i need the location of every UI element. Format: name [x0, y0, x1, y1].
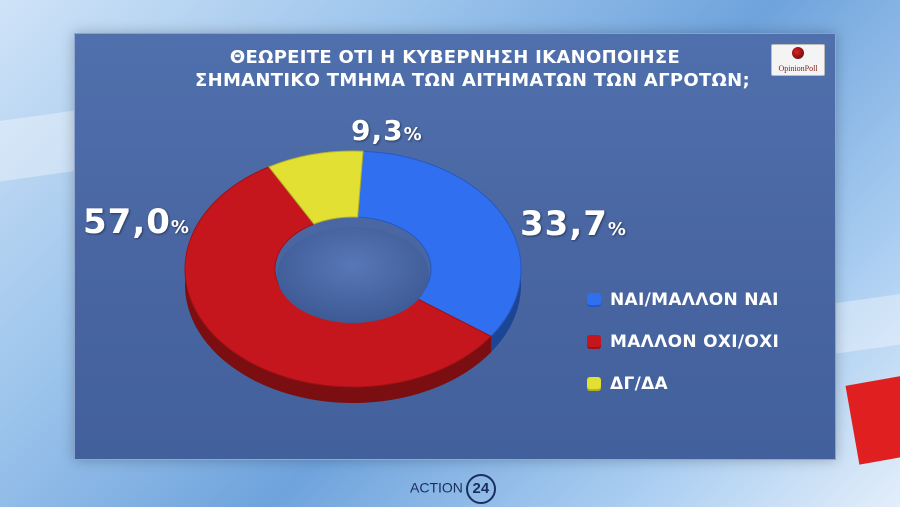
title-line-2: ΣΗΜΑΝΤΙΚΟ ΤΜΗΜΑ ΤΩΝ ΑΙΤΗΜΑΤΩΝ ΤΩΝ ΑΓΡΟΤΩ… — [195, 70, 751, 91]
legend-item: ΜΑΛΛΟΝ ΟΧΙ/ΟΧΙ — [587, 328, 779, 356]
percent-value: 33,7 — [520, 204, 608, 244]
background-red-shape — [845, 375, 900, 465]
brand-number: 24 — [465, 474, 496, 504]
percent-label-0: 33,7% — [520, 204, 626, 244]
legend-swatch — [587, 293, 601, 307]
legend: ΝΑΙ/ΜΑΛΛΟΝ ΝΑΙ ΜΑΛΛΟΝ ΟΧΙ/ΟΧΙ ΔΓ/ΔΑ — [587, 286, 779, 412]
legend-label-yes: ΝΑΙ/ΜΑΛΛΟΝ ΝΑΙ — [610, 290, 779, 310]
title-line-1: ΘΕΩΡΕΙΤΕ ΟΤΙ Η ΚΥΒΕΡΝΗΣΗ ΙΚΑΝΟΠΟΙΗΣΕ — [229, 47, 681, 68]
logo-text: OpinionPoll — [778, 64, 818, 73]
legend-label-dk: ΔΓ/ΔΑ — [610, 374, 669, 394]
action24-logo: ACTION 24 — [410, 474, 496, 504]
percent-value: 57,0 — [83, 202, 171, 242]
donut-chart — [184, 150, 522, 404]
legend-swatch — [587, 335, 601, 349]
legend-item: ΔΓ/ΔΑ — [587, 370, 779, 398]
donut-slice-0 — [357, 150, 522, 337]
percent-unit: % — [607, 219, 626, 240]
percent-unit: % — [170, 217, 189, 238]
legend-swatch — [587, 377, 601, 391]
donut-hole — [277, 227, 429, 323]
brand-text: ACTION — [410, 479, 463, 496]
percent-unit: % — [403, 124, 422, 145]
percent-value: 9,3 — [351, 114, 404, 147]
chart-panel: ΘΕΩΡΕΙΤΕ ΟΤΙ Η ΚΥΒΕΡΝΗΣΗ ΙΚΑΝΟΠΟΙΗΣΕ ΣΗΜ… — [74, 33, 836, 460]
legend-item: ΝΑΙ/ΜΑΛΛΟΝ ΝΑΙ — [587, 286, 779, 314]
logo-dot-icon — [792, 47, 804, 59]
percent-label-1: 57,0% — [83, 202, 189, 242]
chart-title: ΘΕΩΡΕΙΤΕ ΟΤΙ Η ΚΥΒΕΡΝΗΣΗ ΙΚΑΝΟΠΟΙΗΣΕ ΣΗΜ… — [195, 46, 751, 92]
percent-label-2: 9,3% — [351, 114, 422, 147]
legend-label-no: ΜΑΛΛΟΝ ΟΧΙ/ΟΧΙ — [610, 332, 780, 352]
donut-slice-2 — [268, 150, 364, 225]
opinionpoll-logo: OpinionPoll — [771, 44, 825, 76]
